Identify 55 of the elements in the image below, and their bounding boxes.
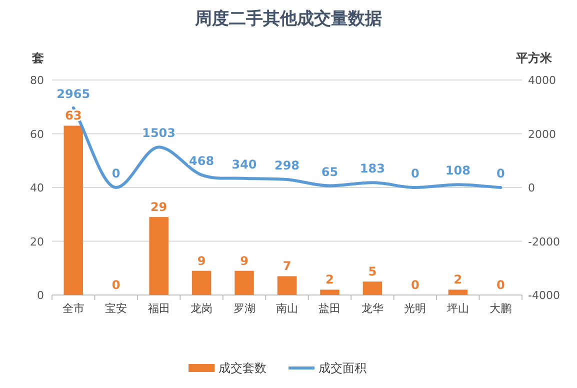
data-label: 0 [112,278,120,292]
data-label: 7 [282,259,292,274]
data-label: 0 [496,166,505,180]
x-tick-label: 福田 [148,302,170,315]
legend-label: 成交面积 [318,361,366,375]
bar [362,282,382,295]
bar [277,276,297,295]
data-label: 2 [454,272,462,287]
data-label: 65 [321,164,338,179]
x-tick-label: 罗湖 [233,302,256,315]
x-tick-label: 龙岗 [190,302,213,315]
y2-tick-label: -4000 [528,289,560,302]
data-label: 0 [411,166,420,180]
data-label: 0 [411,278,420,292]
data-label: 298 [274,158,300,172]
bar [64,126,83,295]
data-label: 0 [112,166,120,180]
data-label: 0 [496,278,505,292]
x-tick-label: 全市 [62,302,84,315]
data-label: 108 [445,164,470,178]
x-tick-label: 龙华 [361,302,384,315]
x-tick-label: 宝安 [105,302,128,315]
y-tick-label: 0 [37,289,44,302]
bar [192,270,212,295]
data-label: 2 [326,272,334,287]
y-tick-label: 60 [30,128,44,141]
y2-tick-label: 0 [528,182,535,194]
y2-tick-label: -2000 [528,235,560,248]
bar [149,217,168,295]
y-axis-title: 套 [31,51,44,65]
bar [234,270,254,295]
data-label: 468 [189,154,214,168]
data-label: 9 [240,254,248,268]
x-tick-label: 盐田 [318,302,341,315]
x-tick-label: 南山 [276,302,298,315]
chart-title: 周度二手其他成交量数据 [194,9,382,29]
data-label: 1503 [142,126,176,140]
x-tick-label: 大鹏 [490,302,512,315]
y-tick-label: 80 [30,74,44,87]
data-label: 340 [232,157,257,172]
y2-axis-title: 平方米 [515,51,553,65]
y2-tick-label: 4000 [528,74,556,87]
data-label: 9 [197,254,206,268]
legend-label: 成交套数 [218,361,266,375]
bar [448,290,468,295]
bar [320,290,340,295]
x-tick-label: 光明 [404,302,426,315]
data-label: 183 [360,162,385,176]
y-tick-label: 40 [30,182,44,194]
data-label: 5 [368,264,377,279]
data-label: 29 [150,200,168,214]
y2-tick-label: 2000 [528,128,556,141]
y-tick-label: 20 [30,235,44,248]
data-label: 2965 [56,86,90,101]
x-tick-label: 坪山 [446,302,469,315]
